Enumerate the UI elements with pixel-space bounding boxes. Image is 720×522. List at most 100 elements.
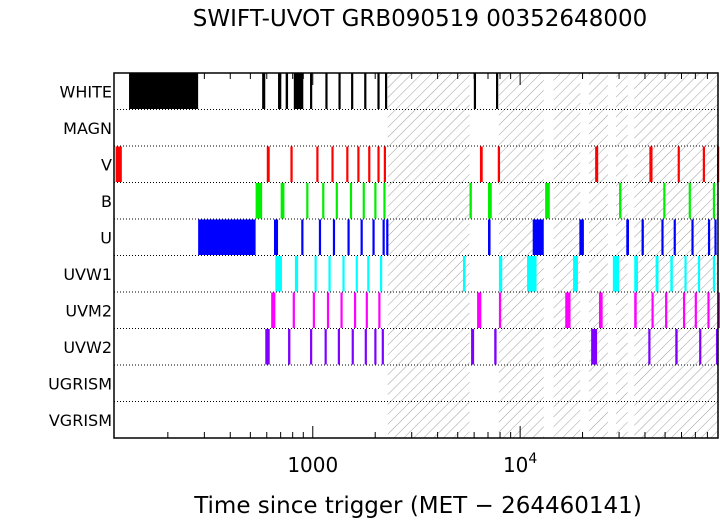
exposure-bar-b-14: [688, 183, 691, 219]
exposure-bar-u-17: [691, 219, 694, 255]
exposure-bar-b-6: [362, 183, 365, 219]
row-label-ugrism: UGRISM: [48, 374, 112, 393]
exposure-bar-white-1: [262, 73, 266, 109]
hatched-interval-0: [387, 73, 470, 438]
plot-frame: [113, 72, 719, 439]
exposure-bar-uvw2-11: [591, 329, 598, 365]
exposure-bar-white-6: [325, 73, 328, 109]
exposure-bar-white-0: [129, 73, 199, 109]
exposure-bar-uvw1-13: [634, 256, 638, 292]
exposure-bar-uvm2-14: [665, 292, 668, 328]
exposure-bar-v-2: [290, 146, 293, 182]
exposure-bar-uvm2-4: [340, 292, 343, 328]
exposure-bar-uvw2-1: [288, 329, 291, 365]
exposure-bar-uvw2-5: [351, 329, 354, 365]
exposure-bar-uvm2-8: [477, 292, 482, 328]
exposure-bar-uvw2-2: [310, 329, 313, 365]
exposure-bar-uvm2-6: [365, 292, 368, 328]
exposure-bar-b-3: [322, 183, 325, 219]
exposure-bar-uvm2-15: [682, 292, 686, 328]
exposure-bar-uvw1-15: [670, 256, 673, 292]
exposure-bar-uvm2-18: [718, 292, 720, 328]
row-label-v: V: [101, 155, 112, 174]
exposure-bar-uvm2-12: [634, 292, 637, 328]
exposure-bar-uvm2-0: [271, 292, 276, 328]
exposure-bar-uvw2-4: [337, 329, 340, 365]
exposure-bar-v-13: [649, 146, 653, 182]
exposure-bar-b-1: [280, 183, 285, 219]
exposure-bar-u-12: [579, 219, 584, 255]
exposure-bar-b-5: [349, 183, 353, 219]
exposure-bar-uvw1-1: [294, 256, 299, 292]
exposure-bar-white-12: [473, 73, 477, 109]
exposure-bar-v-7: [368, 146, 371, 182]
exposure-bar-uvm2-10: [565, 292, 571, 328]
exposure-bar-u-15: [661, 219, 664, 255]
x-tick-label-1: 104: [503, 451, 537, 477]
exposure-bar-uvm2-2: [312, 292, 315, 328]
row-label-u: U: [100, 228, 112, 247]
exposure-bar-u-1: [273, 219, 279, 255]
exposure-bar-uvw1-6: [367, 256, 370, 292]
exposure-bar-u-11: [532, 219, 544, 255]
exposure-bar-white-8: [351, 73, 354, 109]
exposure-bar-white-9: [364, 73, 367, 109]
exposure-bar-b-9: [469, 183, 472, 219]
exposure-bar-u-18: [707, 219, 711, 255]
exposure-bar-white-13: [496, 73, 499, 109]
exposure-bar-uvw1-5: [355, 256, 358, 292]
exposure-bar-v-8: [377, 146, 380, 182]
exposure-bar-u-6: [360, 219, 363, 255]
exposure-bar-v-12: [595, 146, 599, 182]
exposure-bar-uvw2-15: [715, 329, 719, 365]
exposure-bar-uvw2-7: [374, 329, 377, 365]
exposure-bar-uvw1-3: [328, 256, 331, 292]
exposure-bar-uvw2-13: [675, 329, 678, 365]
exposure-bar-u-5: [347, 219, 350, 255]
exposure-bar-u-9: [386, 219, 389, 255]
exposure-bar-v-5: [346, 146, 349, 182]
exposure-bar-u-14: [641, 219, 644, 255]
row-label-b: B: [101, 192, 112, 211]
exposure-bar-v-11: [497, 146, 501, 182]
exposure-bar-uvm2-3: [326, 292, 330, 328]
exposure-bar-u-3: [318, 219, 322, 255]
exposure-bar-uvw1-8: [462, 256, 466, 292]
exposure-bar-uvw2-6: [364, 329, 367, 365]
exposure-bar-u-2: [301, 219, 304, 255]
exposure-bar-uvm2-7: [378, 292, 381, 328]
exposure-bar-u-16: [673, 219, 676, 255]
exposure-bar-v-6: [357, 146, 360, 182]
exposure-bar-white-11: [384, 73, 388, 109]
exposure-bar-white-7: [338, 73, 341, 109]
row-label-uvw2: UVW2: [63, 338, 112, 357]
exposure-bar-uvw1-18: [712, 256, 716, 292]
exposure-bar-uvw1-16: [684, 256, 687, 292]
exposure-bar-uvw1-17: [697, 256, 701, 292]
exposure-bar-uvm2-11: [598, 292, 603, 328]
plot-area: WHITE MAGN VBU UVW1 UVM2 UVW2 UGRISM VGRISM 1000…: [48, 72, 720, 477]
exposure-bar-white-5: [310, 73, 313, 109]
exposure-bar-b-11: [545, 183, 550, 219]
exposure-bar-b-0: [255, 183, 263, 219]
exposure-bar-white-3: [285, 73, 289, 109]
exposure-bar-uvw1-2: [314, 256, 317, 292]
exposure-bar-uvw1-0: [275, 256, 282, 292]
exposure-bar-uvm2-17: [707, 292, 710, 328]
exposure-bar-white-4: [293, 73, 304, 109]
chart-title: SWIFT-UVOT GRB090519 00352648000: [193, 6, 647, 32]
exposure-bar-uvw2-12: [648, 329, 651, 365]
row-label-uvm2: UVM2: [65, 301, 112, 320]
exposure-bar-uvw2-9: [471, 329, 475, 365]
exposure-bar-uvw1-4: [342, 256, 345, 292]
exposure-bar-white-2: [278, 73, 282, 109]
exposure-bar-b-12: [619, 183, 622, 219]
exposure-bar-v-4: [331, 146, 334, 182]
exposure-bar-uvm2-9: [498, 292, 502, 328]
exposure-bar-u-19: [714, 219, 717, 255]
hatched-interval-1: [498, 73, 544, 438]
exposure-bar-uvw2-14: [699, 329, 702, 365]
exposure-bar-uvw2-0: [265, 329, 270, 365]
x-tick-label-0: 1000: [287, 453, 338, 477]
exposure-bar-u-10: [488, 219, 491, 255]
